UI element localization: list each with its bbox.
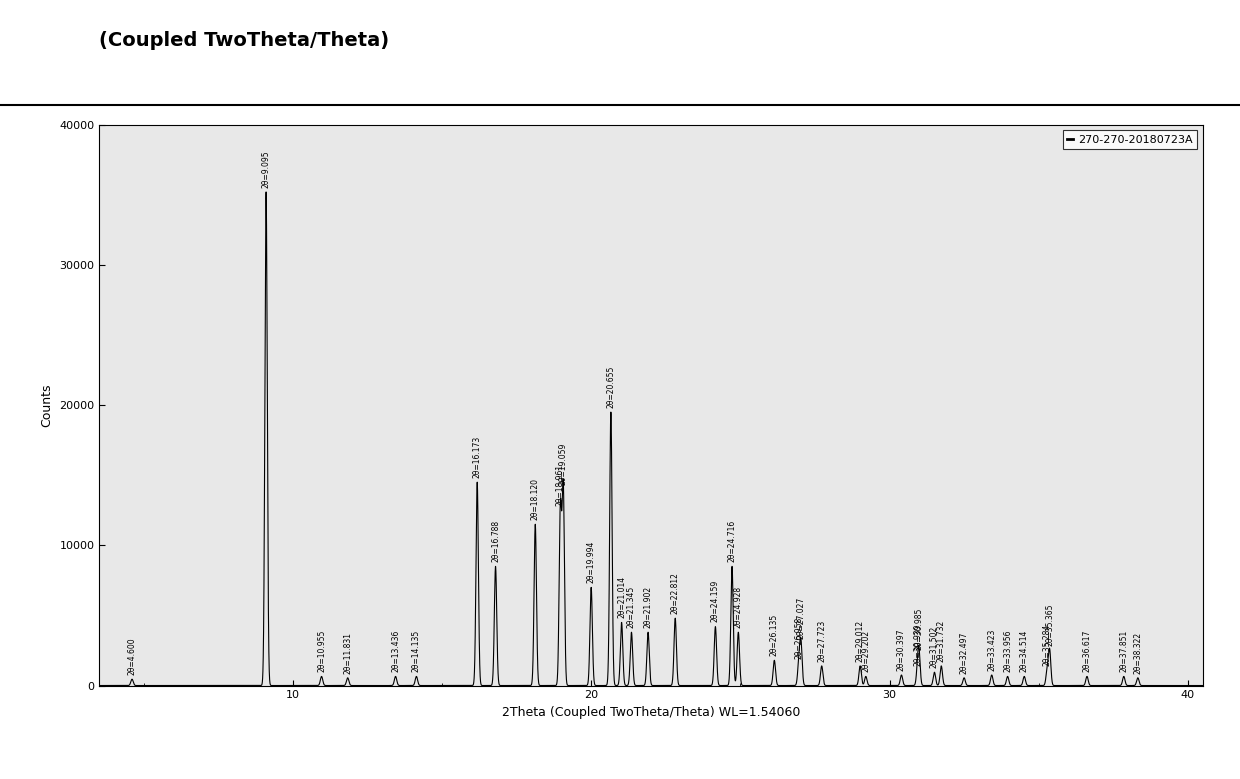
- Text: 2θ=16.173: 2θ=16.173: [472, 435, 481, 478]
- Text: 2θ=31.502: 2θ=31.502: [930, 626, 939, 668]
- Text: 2θ=13.436: 2θ=13.436: [391, 630, 401, 672]
- Text: 2θ=4.600: 2θ=4.600: [128, 637, 136, 675]
- Text: 2θ=19.994: 2θ=19.994: [587, 541, 595, 583]
- X-axis label: 2Theta (Coupled TwoTheta/Theta) WL=1.54060: 2Theta (Coupled TwoTheta/Theta) WL=1.540…: [502, 706, 800, 719]
- Text: 2θ=31.732: 2θ=31.732: [936, 619, 946, 661]
- Text: 2θ=35.365: 2θ=35.365: [1045, 604, 1054, 647]
- Text: 2θ=38.322: 2θ=38.322: [1133, 632, 1142, 674]
- Text: 2θ=14.135: 2θ=14.135: [412, 630, 420, 672]
- Text: 2θ=30.985: 2θ=30.985: [914, 608, 924, 650]
- Text: 2θ=11.831: 2θ=11.831: [343, 632, 352, 674]
- Text: 2θ=21.345: 2θ=21.345: [627, 586, 636, 628]
- Text: 2θ=34.514: 2θ=34.514: [1019, 630, 1029, 672]
- Text: 2θ=24.159: 2θ=24.159: [711, 580, 720, 622]
- Text: 2θ=9.095: 2θ=9.095: [262, 150, 270, 188]
- Text: 2θ=21.014: 2θ=21.014: [618, 576, 626, 619]
- Text: 2θ=16.788: 2θ=16.788: [491, 520, 500, 562]
- Text: 2θ=29.012: 2θ=29.012: [856, 619, 864, 661]
- Text: 2θ=33.956: 2θ=33.956: [1003, 629, 1012, 672]
- Text: 2θ=35.284: 2θ=35.284: [1043, 624, 1052, 666]
- Text: 2θ=18.961: 2θ=18.961: [556, 464, 565, 506]
- Text: 2θ=26.958: 2θ=26.958: [795, 617, 804, 659]
- Text: 2θ=27.027: 2θ=27.027: [796, 597, 806, 640]
- Text: 2θ=18.120: 2θ=18.120: [531, 478, 539, 520]
- Text: 2θ=21.902: 2θ=21.902: [644, 586, 652, 628]
- Y-axis label: Counts: Counts: [41, 383, 53, 427]
- Text: 2θ=33.423: 2θ=33.423: [987, 629, 996, 671]
- Legend: 270-270-20180723A: 270-270-20180723A: [1063, 130, 1198, 149]
- Text: 2θ=19.059: 2θ=19.059: [559, 442, 568, 485]
- Text: 2θ=32.497: 2θ=32.497: [960, 631, 968, 674]
- Text: 2θ=37.851: 2θ=37.851: [1120, 630, 1128, 672]
- Text: 2θ=22.812: 2θ=22.812: [671, 572, 680, 614]
- Text: (Coupled TwoTheta/Theta): (Coupled TwoTheta/Theta): [99, 31, 389, 50]
- Text: 2θ=27.723: 2θ=27.723: [817, 619, 826, 661]
- Text: 2θ=24.928: 2θ=24.928: [734, 586, 743, 628]
- Text: 2θ=36.617: 2θ=36.617: [1083, 630, 1091, 672]
- Text: 2θ=24.716: 2θ=24.716: [728, 520, 737, 562]
- Text: 2θ=29.202: 2θ=29.202: [862, 630, 870, 672]
- Text: 2θ=10.955: 2θ=10.955: [317, 630, 326, 672]
- Text: 2θ=20.655: 2θ=20.655: [606, 365, 615, 408]
- Text: 2θ=30.397: 2θ=30.397: [897, 629, 906, 671]
- Text: 2θ=26.135: 2θ=26.135: [770, 614, 779, 656]
- Text: 2θ=30.939: 2θ=30.939: [913, 623, 923, 666]
